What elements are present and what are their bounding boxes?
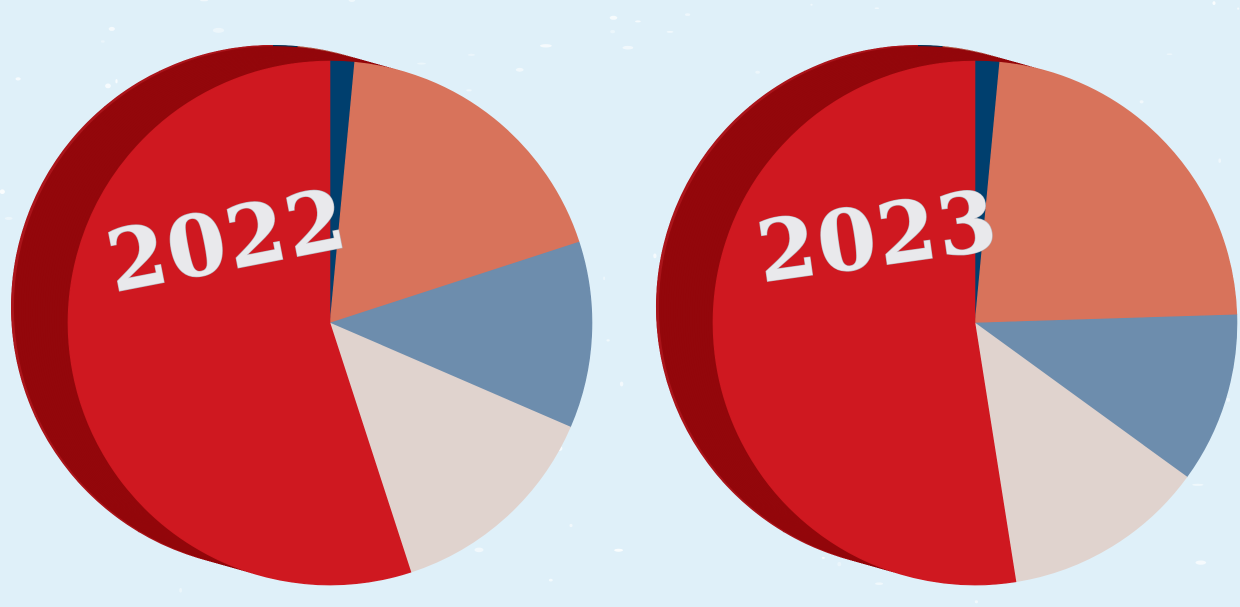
texture-speck — [810, 3, 813, 6]
texture-speck — [1226, 397, 1230, 402]
texture-speck — [635, 20, 641, 23]
texture-speck — [1166, 53, 1173, 55]
texture-speck — [974, 600, 979, 604]
texture-speck — [15, 77, 21, 81]
texture-speck — [108, 26, 115, 31]
texture-speck — [821, 556, 825, 559]
texture-speck — [540, 44, 552, 48]
texture-speck — [115, 79, 118, 84]
texture-speck — [653, 253, 657, 259]
texture-speck — [515, 67, 524, 72]
pie-chart-2022 — [11, 44, 593, 586]
texture-speck — [417, 62, 426, 65]
texture-speck — [0, 189, 5, 194]
texture-speck — [467, 53, 475, 57]
texture-speck — [179, 588, 183, 593]
texture-speck — [200, 0, 209, 2]
texture-speck — [1237, 7, 1240, 10]
texture-speck — [1139, 100, 1144, 104]
texture-speck — [622, 45, 634, 50]
pie-slice-2 — [329, 61, 580, 324]
texture-speck — [466, 89, 472, 92]
pie-slice-5 — [67, 60, 412, 586]
texture-speck — [837, 562, 842, 567]
pie-slice-2 — [974, 61, 1238, 324]
texture-speck — [1192, 483, 1204, 486]
texture-speck — [875, 582, 884, 585]
texture-speck — [4, 216, 13, 220]
pie-slice-5 — [712, 60, 1017, 586]
texture-speck — [874, 7, 880, 9]
texture-speck — [666, 31, 674, 33]
texture-speck — [100, 40, 105, 43]
pie-slice-4 — [329, 322, 571, 573]
texture-speck — [614, 548, 623, 552]
texture-speck — [548, 578, 553, 582]
pie-slice-3 — [974, 314, 1238, 478]
pie-slice-4 — [974, 322, 1188, 583]
texture-speck — [1195, 560, 1207, 565]
texture-speck — [1218, 158, 1221, 163]
texture-speck — [609, 15, 618, 20]
texture-speck — [105, 83, 111, 89]
texture-speck — [755, 70, 760, 74]
texture-speck — [606, 339, 610, 342]
texture-speck — [474, 547, 484, 553]
texture-speck — [212, 27, 225, 33]
texture-speck — [603, 276, 606, 281]
texture-speck — [569, 523, 573, 528]
texture-speck — [619, 381, 624, 387]
texture-speck — [348, 0, 356, 2]
texture-speck — [610, 30, 615, 34]
pie-slice-3 — [329, 241, 593, 428]
texture-speck — [685, 13, 691, 16]
pie-chart-2023 — [655, 44, 1238, 586]
texture-speck — [1212, 1, 1216, 6]
